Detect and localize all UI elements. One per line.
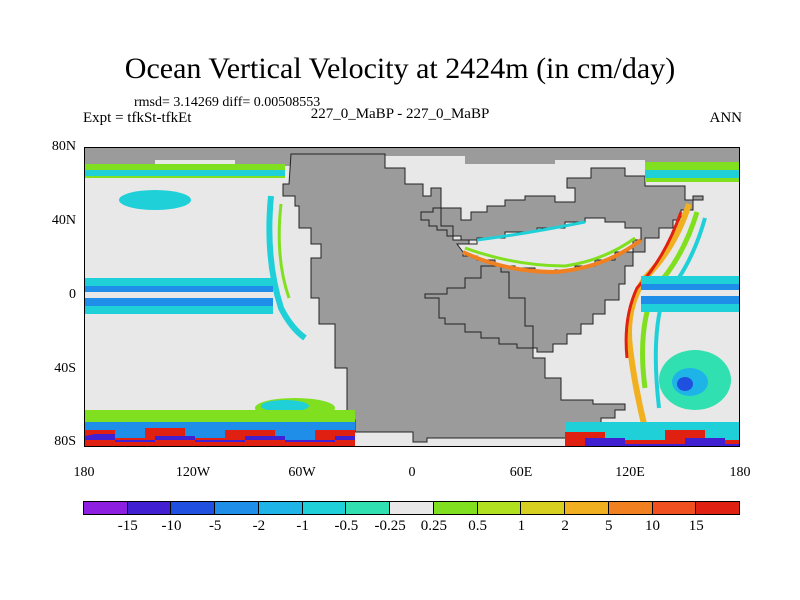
east-coast-anomaly — [626, 203, 692, 429]
east-coast-anomaly-red — [624, 211, 683, 359]
colorbar-swatch — [520, 501, 566, 515]
southern-band-purple-east — [585, 438, 739, 446]
season-label: ANN — [709, 110, 743, 126]
colorbar-label: -0.5 — [334, 518, 359, 534]
equatorial-band-east-core — [641, 290, 739, 296]
colorbar-swatch — [126, 501, 172, 515]
map-canvas — [85, 148, 739, 446]
y-tick-40s: 40S — [54, 361, 76, 376]
east-pacific-blob-core — [677, 377, 693, 391]
tethys-anomaly-green — [464, 236, 636, 268]
colorbar-swatch — [695, 501, 741, 515]
southern-band-purple-west — [85, 434, 355, 442]
y-tick-0: 0 — [69, 287, 76, 302]
x-tick-120e: 120E — [615, 465, 645, 480]
x-tick-0: 0 — [408, 465, 416, 480]
north-band-anomaly-east-blue — [645, 170, 739, 178]
colorbar-label: 10 — [645, 518, 661, 534]
colorbar-swatch — [564, 501, 609, 515]
colorbar-label: 15 — [688, 518, 704, 534]
experiment-label: Expt = tfkSt-tfkEt — [83, 110, 192, 126]
y-tick-80s: 80S — [54, 434, 76, 449]
colorbar-swatch — [651, 501, 697, 515]
case-subtitle: 227_0_MaBP - 227_0_MaBP — [310, 106, 490, 122]
x-tick-120w: 120W — [175, 465, 211, 480]
colorbar-swatch — [432, 501, 478, 515]
equatorial-band-west-core — [85, 292, 273, 298]
north-pacific-blob — [119, 190, 191, 210]
colorbar-label: 1 — [517, 518, 526, 534]
colorbar-label: -0.25 — [374, 518, 406, 534]
y-tick-40n: 40N — [51, 213, 76, 228]
colorbar-label: -5 — [208, 518, 222, 534]
arctic-land — [85, 148, 739, 166]
south-pacific-blob-blue — [261, 400, 309, 412]
colorbar-label: 0.5 — [468, 518, 487, 534]
colorbar-label: 0.25 — [420, 518, 447, 534]
colorbar-label: 5 — [605, 518, 613, 534]
colorbar-label: 2 — [561, 518, 569, 534]
colorbar-swatch — [607, 501, 653, 515]
colorbar-swatch — [170, 501, 216, 515]
colorbar-swatch — [301, 501, 347, 515]
tethys-anomaly — [462, 238, 643, 275]
colorbar-swatch — [389, 501, 434, 515]
west-coast-anomaly-green — [277, 203, 291, 299]
colorbar — [83, 501, 741, 515]
west-coast-anomaly — [266, 195, 307, 341]
x-tick-180e: 180 — [729, 465, 751, 480]
tethys-anomaly-blue — [476, 220, 586, 242]
map-title: Ocean Vertical Velocity at 2424m (in cm/… — [124, 52, 676, 85]
colorbar-swatch — [476, 501, 522, 515]
north-band-anomaly-blue — [85, 170, 285, 176]
map-panel — [84, 147, 740, 447]
x-tick-180w: 180 — [73, 465, 95, 480]
colorbar-swatch — [214, 501, 259, 515]
colorbar-label: -10 — [161, 518, 182, 534]
colorbar-label: -15 — [117, 518, 138, 534]
stats-label: rmsd= 3.14269 diff= 0.00508553 — [134, 95, 321, 110]
colorbar-label: -2 — [252, 518, 266, 534]
y-tick-80n: 80N — [51, 139, 76, 154]
colorbar-swatch — [83, 501, 128, 515]
colorbar-swatch — [257, 501, 303, 515]
southern-band-green — [85, 410, 355, 422]
x-tick-60w: 60W — [288, 465, 316, 480]
x-tick-60e: 60E — [509, 465, 533, 480]
colorbar-swatch — [345, 501, 391, 515]
colorbar-label: -1 — [296, 518, 309, 534]
